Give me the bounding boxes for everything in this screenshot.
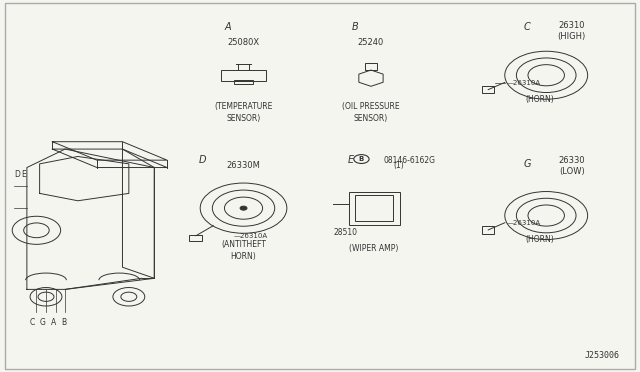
Text: 25240: 25240 — [358, 38, 384, 46]
Text: (HORN): (HORN) — [525, 235, 554, 244]
Text: (OIL PRESSURE
SENSOR): (OIL PRESSURE SENSOR) — [342, 102, 400, 122]
Bar — [365, 62, 378, 70]
Text: (HORN): (HORN) — [525, 95, 554, 104]
Bar — [189, 235, 202, 241]
Text: J253006: J253006 — [584, 351, 620, 360]
Text: A: A — [51, 318, 56, 327]
Text: 26310
(HIGH): 26310 (HIGH) — [557, 21, 586, 41]
Text: (WIPER AMP): (WIPER AMP) — [349, 244, 399, 253]
Text: (ANTITHEFT
HORN): (ANTITHEFT HORN) — [221, 240, 266, 261]
Text: 08146-6162G: 08146-6162G — [384, 155, 436, 165]
Text: 25080X: 25080X — [227, 38, 260, 46]
Bar — [482, 86, 495, 93]
Text: A: A — [224, 22, 231, 32]
Text: 28510: 28510 — [333, 228, 358, 237]
Text: C: C — [524, 22, 531, 32]
Circle shape — [240, 206, 247, 210]
Text: D: D — [198, 155, 206, 165]
Text: B: B — [359, 156, 364, 162]
Text: E: E — [21, 170, 26, 179]
Text: G: G — [40, 318, 45, 327]
Bar — [355, 195, 394, 221]
Bar — [349, 192, 399, 225]
Text: (TEMPERATURE
SENSOR): (TEMPERATURE SENSOR) — [214, 102, 273, 122]
Text: E: E — [348, 155, 354, 165]
Text: —26310A: —26310A — [507, 220, 541, 226]
Text: D: D — [14, 170, 20, 179]
Text: 26330M: 26330M — [227, 161, 260, 170]
Text: B: B — [61, 318, 67, 327]
Text: 26330
(LOW): 26330 (LOW) — [558, 155, 585, 176]
Text: B: B — [351, 22, 358, 32]
Text: C: C — [29, 318, 35, 327]
Bar — [482, 226, 495, 234]
Text: G: G — [524, 159, 531, 169]
Text: (1): (1) — [394, 161, 404, 170]
Text: —26310A: —26310A — [234, 233, 268, 239]
Bar — [234, 80, 253, 84]
Text: —26310A: —26310A — [507, 80, 541, 86]
Bar — [221, 70, 266, 81]
